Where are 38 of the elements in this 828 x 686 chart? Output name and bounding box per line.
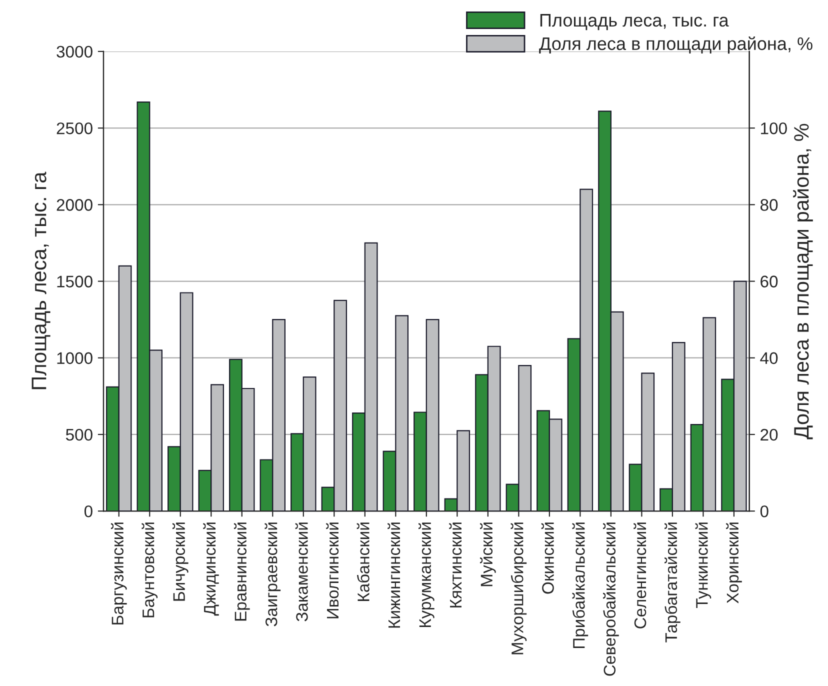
y-axis-title: Площадь леса, тыс. га (32, 172, 50, 390)
x-tick-label: Северобайкальский (603, 522, 619, 676)
y2-tick-label: 40 (760, 352, 778, 364)
y2-tick-label: 60 (760, 276, 778, 288)
y-tick-label: 0 (84, 505, 92, 518)
x-tick-label: Прибайкальский (572, 522, 588, 648)
x-tick-label: Бичурский (172, 522, 188, 601)
y2-tick-label: 80 (760, 199, 778, 211)
y2-tick-label: 100 (761, 122, 787, 134)
y2-tick-label: 0 (760, 505, 768, 518)
x-tick-label: Окинский (541, 522, 554, 594)
x-tick-label: Муйский (480, 522, 496, 586)
x-tick-label: Кижингинский (388, 522, 400, 628)
y-tick-label: 1000 (57, 352, 92, 364)
x-tick-label: Тункинский (695, 522, 712, 608)
y2-tick-label: 20 (760, 428, 778, 441)
y-tick-label: 2000 (56, 199, 92, 211)
x-tick-label: Джидинский (203, 522, 219, 616)
x-tick-label: Хоринский (726, 522, 742, 604)
x-tick-label: Еравнинский (234, 522, 250, 621)
y2-axis-title: Доля леса в площади района, % (793, 124, 813, 440)
x-tick-label: Баргузинский (110, 522, 127, 624)
y-tick-label: 500 (66, 428, 92, 441)
legend-label: Доля леса в площади района, % (539, 36, 812, 54)
y-tick-label: 3000 (56, 46, 92, 58)
x-tick-label: Закаменский (295, 522, 308, 622)
y-tick-label: 2500 (56, 122, 92, 134)
x-tick-label: Селенгинский (634, 522, 646, 628)
x-tick-label: Баунтовский (142, 522, 158, 618)
legend-label: Площадь леса, тыс. га (540, 14, 729, 30)
x-tick-label: Кяхтинский (449, 522, 462, 608)
x-tick-label: Курумканский (418, 522, 434, 628)
y-tick-label: 1500 (57, 276, 92, 288)
x-tick-label: Кабанский (356, 522, 370, 601)
x-tick-label: Заиграевский (264, 522, 281, 626)
x-tick-label: Тарбагатайский (664, 522, 680, 642)
x-tick-label: Иволгинский (326, 522, 339, 618)
x-tick-label: Мухоршибирский (510, 522, 527, 654)
